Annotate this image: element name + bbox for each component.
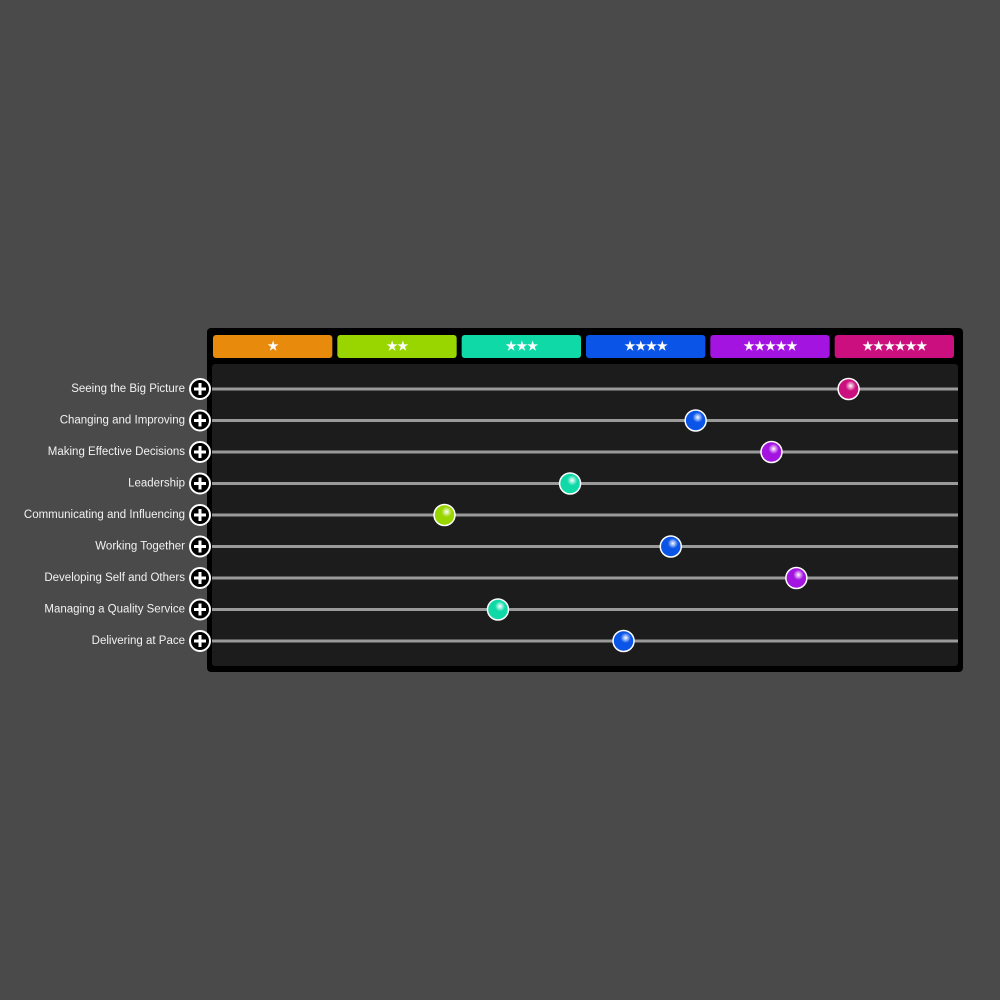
level-button[interactable] [337,335,457,358]
add-button[interactable] [189,472,211,495]
row-label: Working Together [95,541,185,553]
add-button[interactable] [189,504,211,526]
slider-knob[interactable] [684,409,707,432]
row-label: Seeing the Big Picture [71,383,185,395]
level-label: ★★★★★ [744,339,798,353]
level-label: ★★★★ [625,339,668,353]
slider-knob[interactable] [486,598,510,621]
level-label: ★★ [387,339,409,353]
row-label: Changing and Improving [60,415,185,427]
slider-knob[interactable] [785,566,808,590]
add-button[interactable] [189,567,211,589]
level-label: ★★★★★★ [863,339,928,353]
slider-knob[interactable] [659,535,683,558]
add-button[interactable] [189,535,211,558]
row-label: Delivering at Pace [92,635,185,647]
row-label: Making Effective Decisions [48,446,185,458]
level-button[interactable] [710,335,830,358]
row-label: Communicating and Influencing [24,509,185,521]
slider-knob[interactable] [558,472,582,495]
add-button[interactable] [189,630,211,652]
row-label: Leadership [128,478,185,490]
level-label: ★★★ [506,339,539,353]
slider-knob[interactable] [760,440,783,464]
level-button[interactable] [213,335,333,358]
level-button[interactable] [461,335,581,358]
slider-knob[interactable] [433,503,456,527]
level-button[interactable] [834,335,954,358]
row-label: Managing a Quality Service [44,604,185,616]
level-label: ★ [268,339,279,353]
add-button[interactable] [189,378,211,400]
row-label: Developing Self and Others [44,572,185,584]
add-button[interactable] [189,409,211,432]
slider-knob[interactable] [837,377,860,401]
level-button[interactable] [586,335,706,358]
add-button[interactable] [189,441,211,463]
slider-knob[interactable] [612,629,635,653]
add-button[interactable] [189,598,211,621]
